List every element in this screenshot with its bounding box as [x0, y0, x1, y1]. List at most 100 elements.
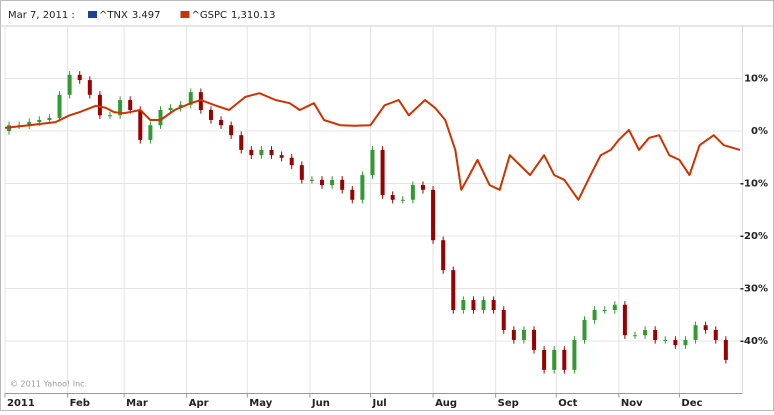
candle-body — [47, 117, 52, 120]
candle-body — [360, 175, 365, 200]
candle-body — [400, 199, 405, 201]
candle-body — [471, 300, 476, 311]
x-tick-label: Sep — [498, 398, 519, 409]
candle-body — [673, 339, 678, 346]
candle-body — [289, 157, 294, 166]
candle-body — [461, 300, 466, 311]
candle-body — [188, 92, 193, 105]
y-tick-label: -20% — [740, 231, 768, 242]
candle-body — [320, 179, 325, 186]
candle-body — [229, 125, 234, 136]
candle-body — [532, 329, 537, 350]
candle-body — [663, 339, 668, 341]
candle-body — [653, 329, 658, 340]
x-tick-label: Jun — [311, 398, 330, 409]
candle-body — [138, 110, 143, 140]
candle-body — [703, 325, 708, 330]
candle-body — [118, 100, 123, 116]
hover-date: Mar 7, 2011 : — [8, 10, 75, 21]
candle-body — [643, 329, 648, 336]
legend-value: 1,310.13 — [231, 10, 276, 21]
candle-body — [178, 104, 183, 108]
candle-body — [451, 270, 456, 311]
candle-body — [239, 135, 244, 150]
candle-body — [77, 74, 82, 81]
x-tick-label: Aug — [435, 398, 457, 409]
copyright: © 2011 Yahoo! Inc. — [10, 380, 87, 389]
y-tick-label: 0% — [751, 126, 768, 137]
candle-body — [279, 155, 284, 158]
x-tick-label: Apr — [189, 398, 209, 409]
candle-body — [198, 92, 203, 110]
candle-body — [632, 335, 637, 337]
x-tick-label: Oct — [558, 398, 577, 409]
candle-body — [309, 179, 314, 181]
x-tick-label: Jul — [371, 398, 386, 409]
candle-body — [441, 240, 446, 271]
candle-body — [431, 189, 436, 241]
line-series — [4, 92, 741, 201]
candle-body — [592, 310, 597, 320]
candle-body — [511, 329, 516, 340]
candle-body — [582, 320, 587, 340]
candle-body — [572, 339, 577, 370]
x-tick-label: Mar — [126, 398, 148, 409]
candle-body — [723, 339, 728, 360]
candle-body — [128, 100, 133, 110]
candle-body — [521, 329, 526, 340]
x-tick-label: Nov — [621, 398, 643, 409]
candle-body — [97, 94, 102, 116]
candle-body — [380, 149, 385, 196]
x-tick-label: May — [249, 398, 272, 409]
candle-body — [259, 149, 264, 156]
candle-body — [299, 165, 304, 180]
candle-body — [481, 300, 486, 311]
legend-name: ^GSPC — [191, 10, 227, 21]
candle-body — [542, 349, 547, 370]
candle-body — [602, 310, 607, 312]
candle-body — [713, 329, 718, 340]
candle-body — [249, 149, 254, 156]
candle-body — [107, 115, 112, 117]
candle-body — [491, 300, 496, 311]
candle-body — [148, 125, 153, 140]
candle-body — [67, 74, 72, 95]
candle-body — [501, 310, 506, 330]
legend-swatch — [88, 11, 97, 18]
x-tick-label: Dec — [681, 398, 702, 409]
candle-body — [552, 349, 557, 370]
legend-swatch — [180, 11, 190, 18]
candle-body — [390, 195, 395, 200]
candle-body — [27, 122, 32, 126]
candle-body — [219, 119, 224, 126]
candle-body — [683, 339, 688, 346]
candle-body — [208, 110, 213, 120]
candle-body — [420, 185, 425, 190]
candle-body — [269, 149, 274, 156]
y-tick-label: -30% — [740, 284, 768, 295]
candle-body — [350, 189, 355, 200]
candle-body — [57, 94, 62, 118]
legend-value: 3.497 — [132, 10, 161, 21]
plot-edge — [742, 26, 743, 394]
y-tick-label: -40% — [740, 336, 768, 347]
candle-body — [330, 179, 335, 186]
candle-body — [562, 349, 567, 370]
candle-body — [410, 185, 415, 200]
y-tick-label: 10% — [744, 74, 768, 85]
candle-body — [612, 304, 617, 311]
y-tick-label: -10% — [740, 179, 768, 190]
candle-body — [37, 119, 42, 123]
x-tick-label: 2011 — [7, 398, 35, 409]
candle-body — [370, 149, 375, 176]
candle-body — [622, 304, 627, 336]
candle-body — [168, 107, 173, 110]
candle-body — [158, 110, 163, 126]
legend-name: ^TNX — [99, 10, 128, 21]
candle-body — [340, 179, 345, 190]
candle-body — [693, 325, 698, 340]
candle-body — [87, 80, 92, 95]
x-tick-label: Feb — [70, 398, 90, 409]
